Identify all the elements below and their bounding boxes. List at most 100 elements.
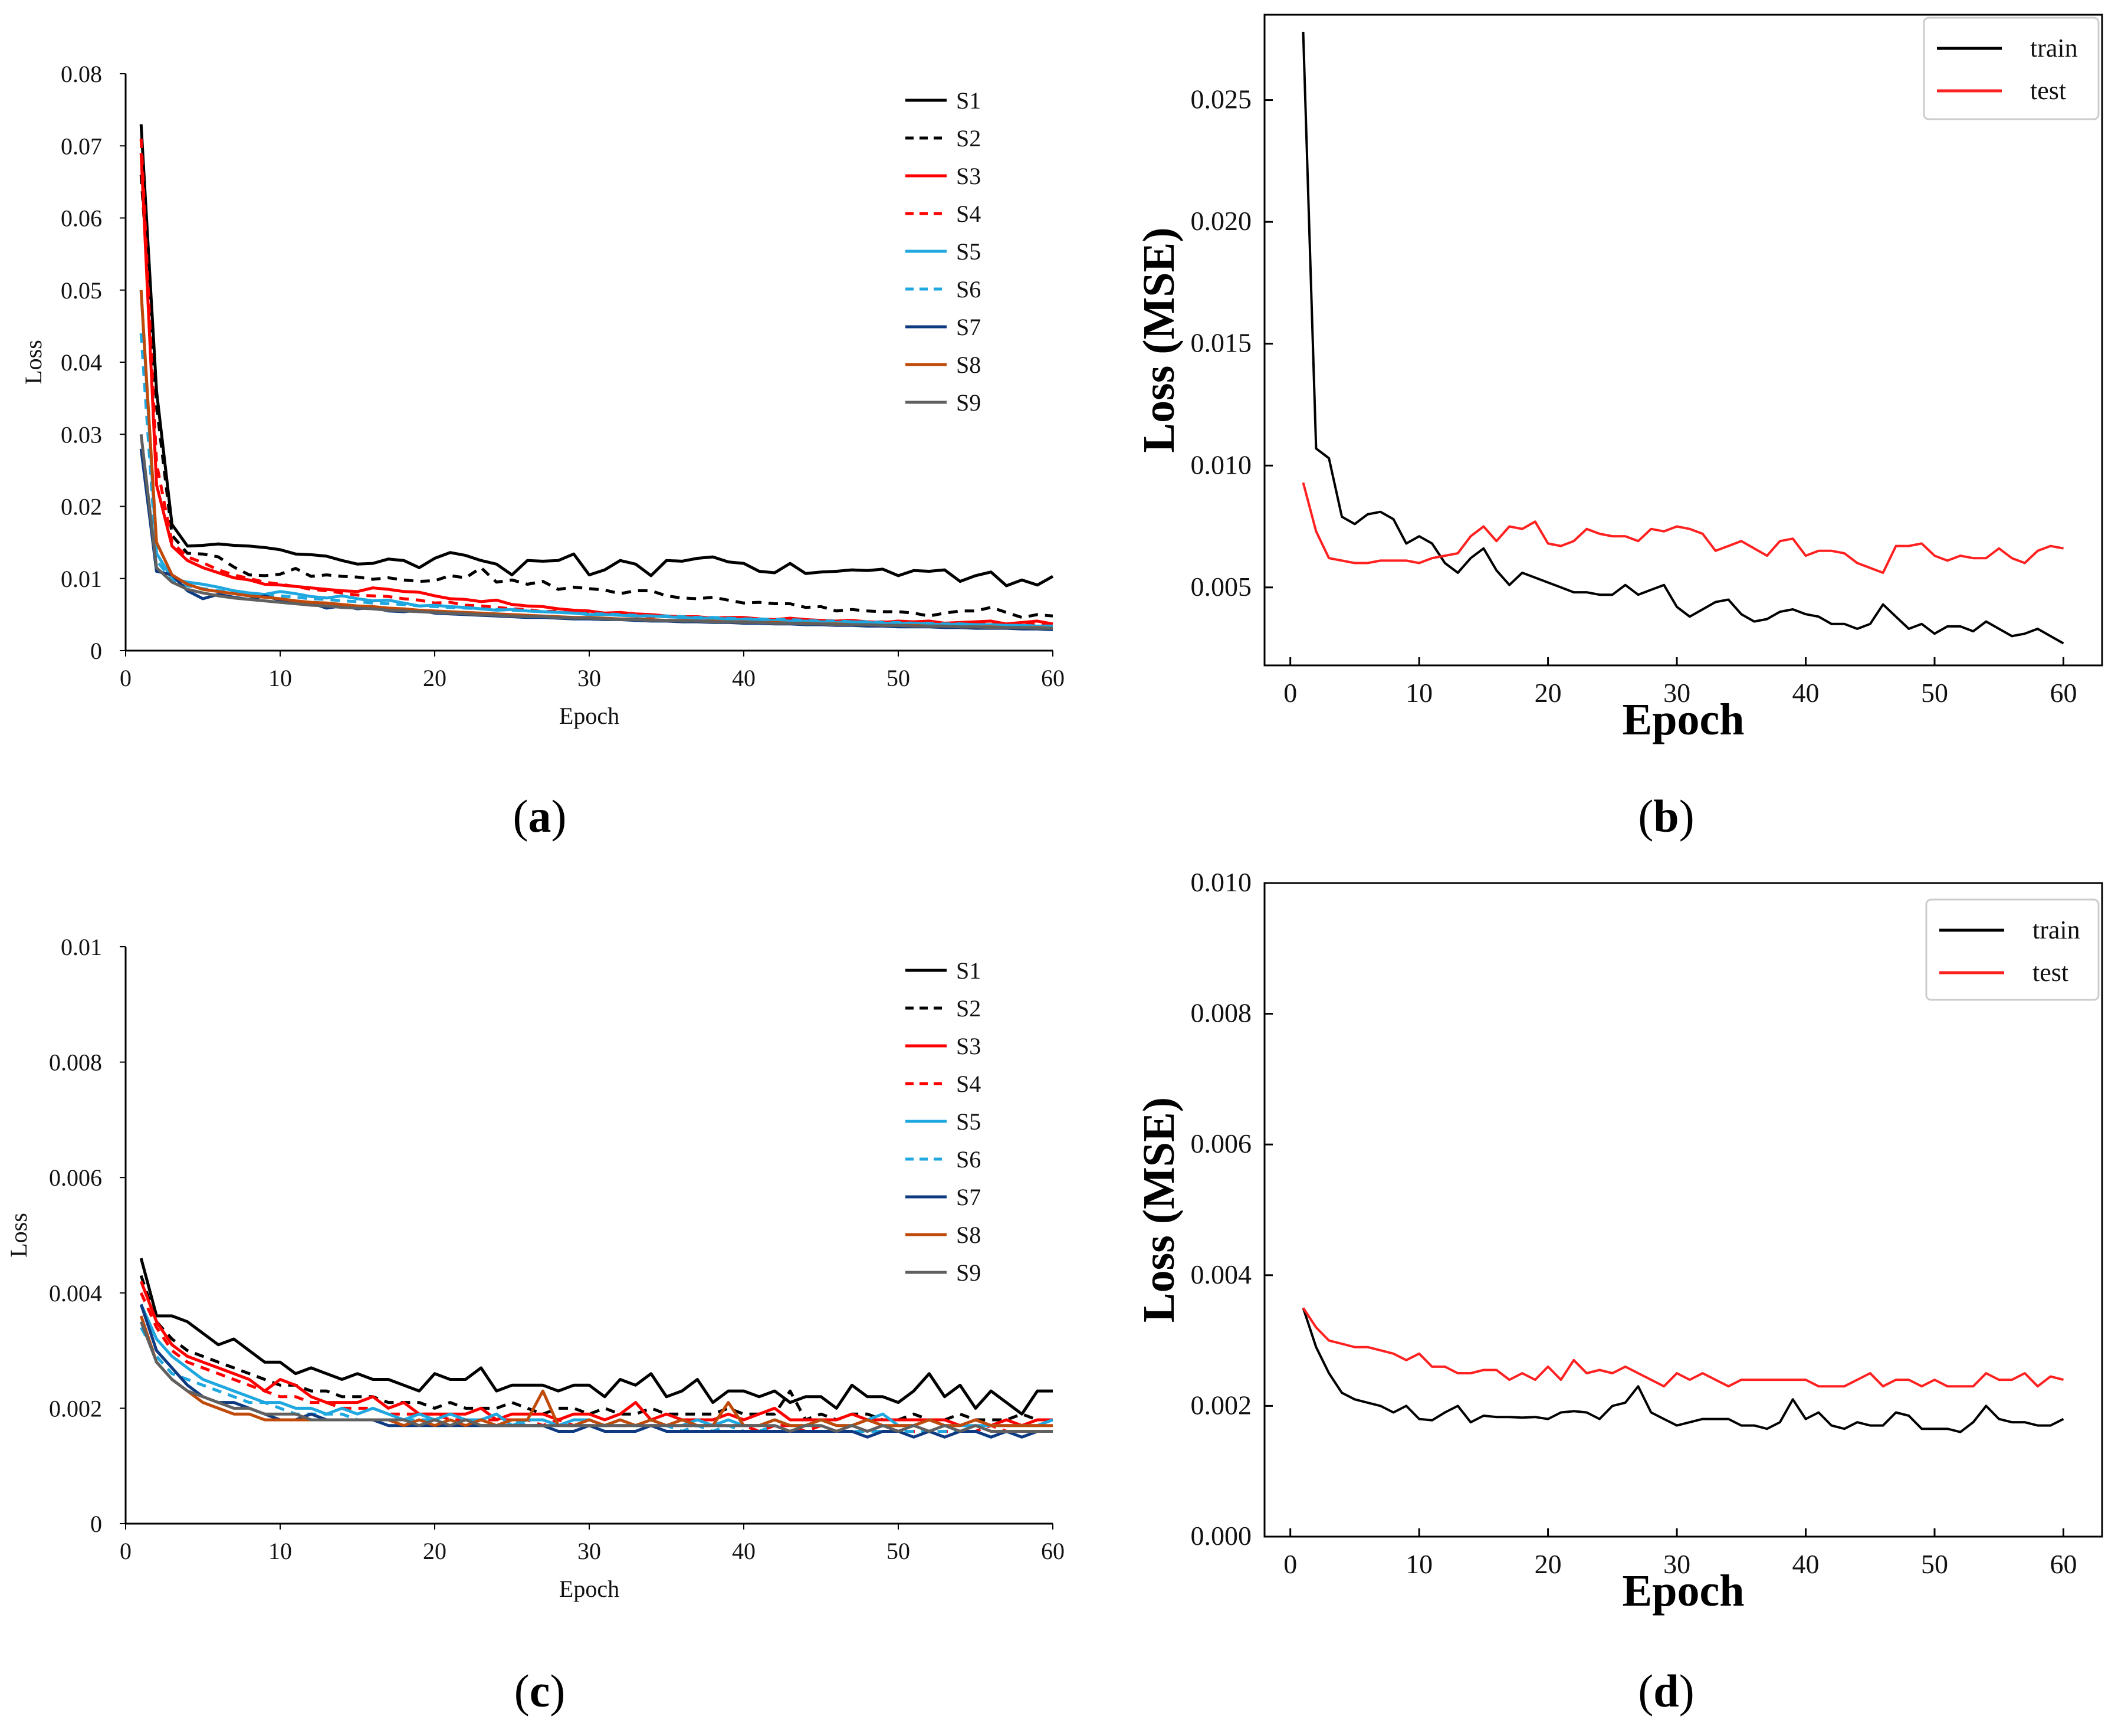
x-axis-label: Epoch (1623, 695, 1745, 744)
legend-label: S6 (956, 1146, 981, 1173)
series-line-s9 (139, 1321, 1053, 1433)
x-tick-label: 50 (1921, 678, 1948, 708)
series-line-s9 (139, 434, 1053, 630)
x-tick-label: 40 (732, 1538, 756, 1564)
series-line-s2 (139, 174, 1053, 619)
series-line-s6 (139, 333, 1053, 628)
x-tick-label: 20 (1535, 678, 1562, 708)
y-tick-label: 0.02 (61, 494, 102, 520)
legend-label: S4 (956, 1071, 981, 1097)
y-tick-label: 0.03 (61, 421, 102, 448)
x-tick-label: 10 (1406, 678, 1433, 708)
series-line-s4 (139, 138, 1053, 626)
y-tick-label: 0 (90, 1511, 102, 1537)
series-line-s8 (139, 290, 1053, 630)
x-tick-label: 30 (1663, 1549, 1690, 1579)
y-tick-label: 0.010 (1191, 867, 1252, 897)
series-line-s2 (139, 1275, 1053, 1422)
y-tick-label: 0.020 (1191, 206, 1252, 236)
legend-label: S9 (956, 1259, 981, 1286)
y-axis-label: Loss (20, 340, 47, 385)
x-tick-label: 40 (732, 665, 756, 691)
y-axis-label: Loss (MSE) (1134, 227, 1184, 452)
legend-label: train (2030, 34, 2078, 63)
legend-frame (1923, 17, 2100, 120)
caption-a: (a) (513, 790, 567, 842)
x-tick-label: 30 (577, 665, 601, 691)
x-axis-label: Epoch (1623, 1566, 1745, 1616)
legend-frame (1925, 898, 2100, 1001)
plot-frame (1263, 14, 2103, 667)
y-tick-label: 0.025 (1191, 84, 1252, 114)
y-tick-label: 0.008 (49, 1049, 102, 1076)
legend-label: S1 (956, 957, 981, 984)
legend-label: S7 (956, 1184, 981, 1210)
x-tick-label: 30 (1663, 678, 1690, 708)
panel-a-loss-chart: 0 10 20 30 40 50 60 0 0.01 0.02 0.03 0.04 0.05 0.06 0.… (20, 61, 1065, 729)
x-tick-label: 10 (268, 665, 292, 691)
caption-c: (c) (514, 1665, 566, 1717)
panel-c-loss-chart: 0 10 20 30 40 50 60 0 0.002 0.004 0.006 0.008 0.01 Ep… (5, 934, 1065, 1602)
y-tick-label: 0.015 (1191, 328, 1252, 358)
x-tick-label: 10 (1406, 1549, 1433, 1579)
panel-b-mse-chart: 0 10 20 30 40 50 60 0.005 0.010 0.015 0.020 0.025 Ep… (1134, 14, 2103, 744)
y-axis-label: Loss (5, 1213, 32, 1258)
legend: train test (1923, 17, 2100, 120)
panel-d-mse-chart: 0 10 20 30 40 50 60 0.000 0.002 0.004 0.006 0.008 0.… (1134, 867, 2103, 1616)
y-tick-label: 0.002 (1191, 1390, 1252, 1420)
caption-b: (b) (1638, 790, 1694, 842)
y-tick-label: 0.07 (61, 133, 102, 159)
series-line-s1 (139, 124, 1054, 588)
x-tick-label: 30 (577, 1538, 601, 1564)
y-tick-label: 0.01 (61, 566, 102, 592)
x-axis-label: Epoch (559, 1576, 619, 1602)
y-axis-label: Loss (MSE) (1134, 1097, 1184, 1322)
x-tick-label: 60 (1041, 1538, 1065, 1564)
series-line-s3 (139, 1281, 1053, 1427)
legend-label: S4 (956, 201, 981, 227)
y-tick-label: 0.004 (49, 1280, 102, 1307)
legend-label: train (2032, 915, 2080, 944)
legend-label: S3 (956, 163, 981, 189)
x-tick-label: 20 (423, 665, 446, 691)
legend-label: S5 (956, 238, 981, 265)
x-tick-label: 40 (1792, 678, 1820, 708)
legend-label: test (2032, 958, 2068, 987)
series-line-test (1302, 1307, 2064, 1388)
legend-label: S9 (956, 389, 981, 416)
series-line-s1 (139, 1258, 1053, 1416)
y-tick-label: 0.05 (61, 277, 102, 304)
y-tick-label: 0.006 (1191, 1128, 1252, 1159)
x-tick-label: 50 (886, 665, 910, 691)
legend-label: S2 (956, 125, 981, 152)
series-line-s8 (139, 1315, 1053, 1427)
x-tick-label: 40 (1792, 1549, 1820, 1579)
series-line-train (1302, 1307, 2064, 1433)
y-tick-label: 0.005 (1191, 572, 1252, 602)
y-tick-label: 0.006 (49, 1164, 102, 1191)
y-tick-label: 0.06 (61, 205, 102, 232)
x-tick-label: 10 (268, 1538, 292, 1564)
x-tick-label: 0 (1283, 678, 1297, 708)
legend-label: test (2030, 76, 2066, 105)
series-line-train (1302, 31, 2064, 645)
legend-label: S3 (956, 1033, 981, 1059)
x-tick-label: 0 (1283, 1549, 1297, 1579)
legend-label: S6 (956, 276, 981, 303)
x-tick-label: 20 (423, 1538, 446, 1564)
series-line-test (1302, 482, 2064, 574)
legend-label: S8 (956, 1222, 981, 1248)
x-tick-label: 50 (1921, 1549, 1948, 1579)
legend-label: S8 (956, 352, 981, 378)
legend-label: S2 (956, 995, 981, 1022)
x-axis-label: Epoch (559, 703, 619, 729)
x-tick-label: 0 (120, 665, 132, 691)
x-tick-label: 20 (1535, 1549, 1562, 1579)
y-tick-label: 0.01 (61, 934, 102, 960)
legend-label: S5 (956, 1108, 981, 1135)
x-tick-label: 60 (2050, 1549, 2077, 1579)
legend: S1 S2 S3 S4 S5 S6 S7 S8 S9 (905, 87, 981, 416)
x-tick-label: 60 (2050, 678, 2077, 708)
x-tick-label: 0 (120, 1538, 132, 1564)
y-tick-label: 0.000 (1191, 1521, 1252, 1551)
